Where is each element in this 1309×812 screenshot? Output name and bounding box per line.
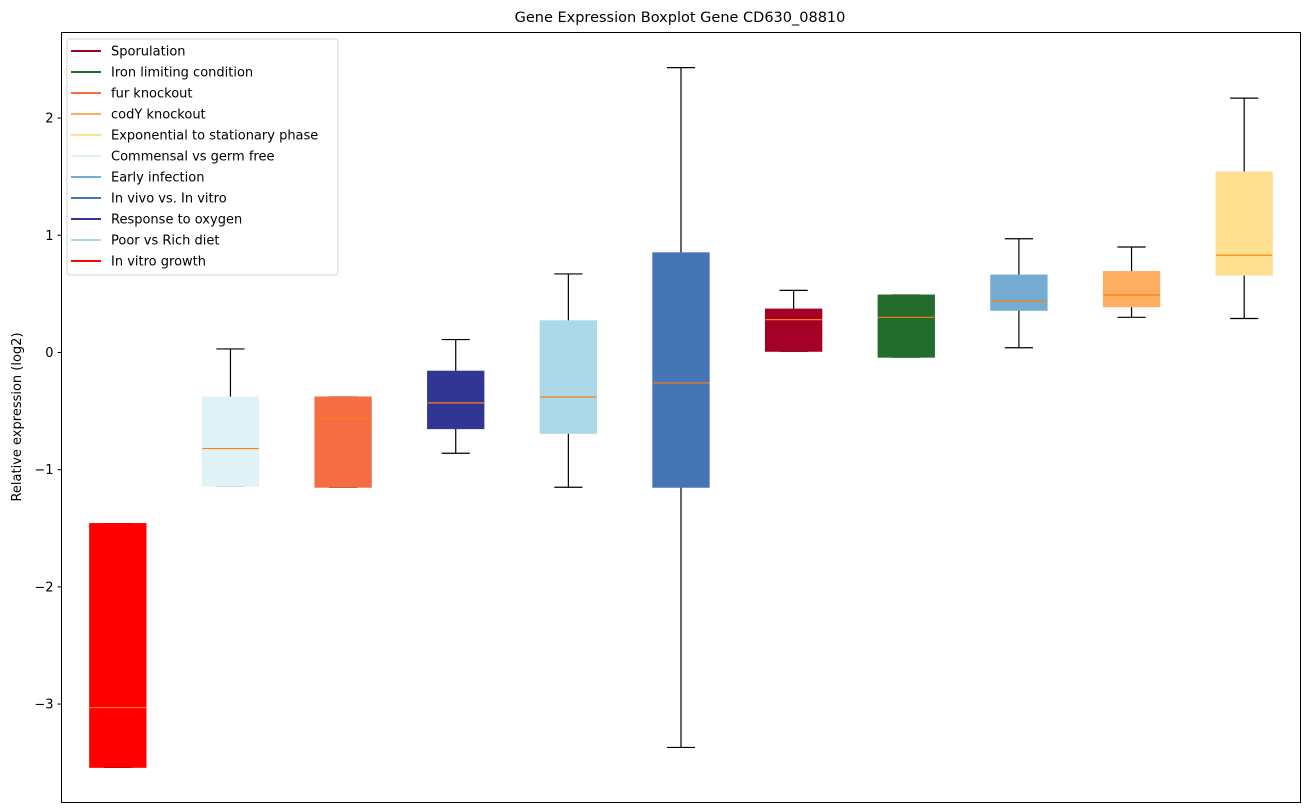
legend-label: In vitro growth — [111, 255, 206, 270]
y-axis: −3 −2 −1 0 1 2 — [34, 112, 62, 713]
legend-item: In vitro growth — [71, 255, 206, 270]
legend-label: Exponential to stationary phase — [111, 129, 318, 144]
legend-item: Commensal vs germ free — [71, 150, 274, 165]
box-exponential-to-stationary-phase — [1215, 97, 1273, 320]
legend-label: In vivo vs. In vitro — [111, 192, 227, 207]
legend-item: Poor vs Rich diet — [71, 234, 219, 249]
legend-item: Exponential to stationary phase — [71, 129, 318, 144]
box-iron-limiting-condition — [877, 294, 935, 358]
legend-item: codY knockout — [71, 108, 206, 123]
legend-item: fur knockout — [71, 87, 193, 102]
box-fur-knockout — [314, 396, 372, 488]
box-cody-knockout — [1102, 246, 1161, 318]
y-tick-label: −3 — [34, 698, 53, 713]
y-tick-label: 1 — [45, 229, 53, 244]
legend-label: fur knockout — [111, 87, 193, 102]
y-tick-label: 2 — [45, 112, 53, 127]
y-tick-label: −1 — [34, 463, 53, 478]
legend-label: Response to oxygen — [111, 213, 242, 228]
box-body — [314, 396, 372, 488]
box-body — [201, 396, 260, 487]
box-body — [1102, 271, 1161, 308]
legend-item: Early infection — [71, 171, 204, 186]
legend-label: Iron limiting condition — [111, 66, 253, 81]
legend-label: Sporulation — [111, 45, 186, 60]
legend-label: Commensal vs germ free — [111, 150, 274, 165]
box-in-vitro-growth — [89, 522, 147, 768]
legend-label: codY knockout — [111, 108, 206, 123]
box-body — [652, 252, 710, 488]
box-body — [990, 274, 1048, 311]
box-sporulation — [764, 289, 823, 352]
y-tick-label: 0 — [45, 346, 53, 361]
box-response-to-oxygen — [427, 338, 485, 454]
box-body — [89, 523, 147, 768]
box-early-infection — [990, 238, 1048, 349]
legend-label: Early infection — [111, 171, 204, 186]
legend-item: In vivo vs. In vitro — [71, 192, 227, 207]
box-commensal-vs-germ-free — [201, 348, 260, 487]
legend-label: Poor vs Rich diet — [111, 234, 219, 249]
boxes-layer — [89, 67, 1273, 768]
legend-item: Response to oxygen — [71, 213, 242, 228]
legend-item: Sporulation — [71, 45, 186, 60]
y-axis-label: Relative expression (log2) — [10, 332, 25, 501]
box-in-vivo-vs-in-vitro — [652, 67, 710, 749]
chart-title: Gene Expression Boxplot Gene CD630_08810 — [515, 10, 846, 26]
legend-item: Iron limiting condition — [71, 66, 253, 81]
legend-frame — [66, 38, 339, 276]
box-body — [877, 294, 935, 358]
plot-frame — [61, 32, 1301, 803]
box-body — [1215, 171, 1273, 276]
box-body — [764, 308, 823, 352]
legend: Sporulation Iron limiting condition fur kn… — [66, 38, 339, 276]
box-poor-vs-rich-diet — [539, 273, 598, 488]
y-tick-label: −2 — [34, 580, 53, 595]
box-body — [539, 320, 598, 434]
box-body — [427, 370, 485, 430]
